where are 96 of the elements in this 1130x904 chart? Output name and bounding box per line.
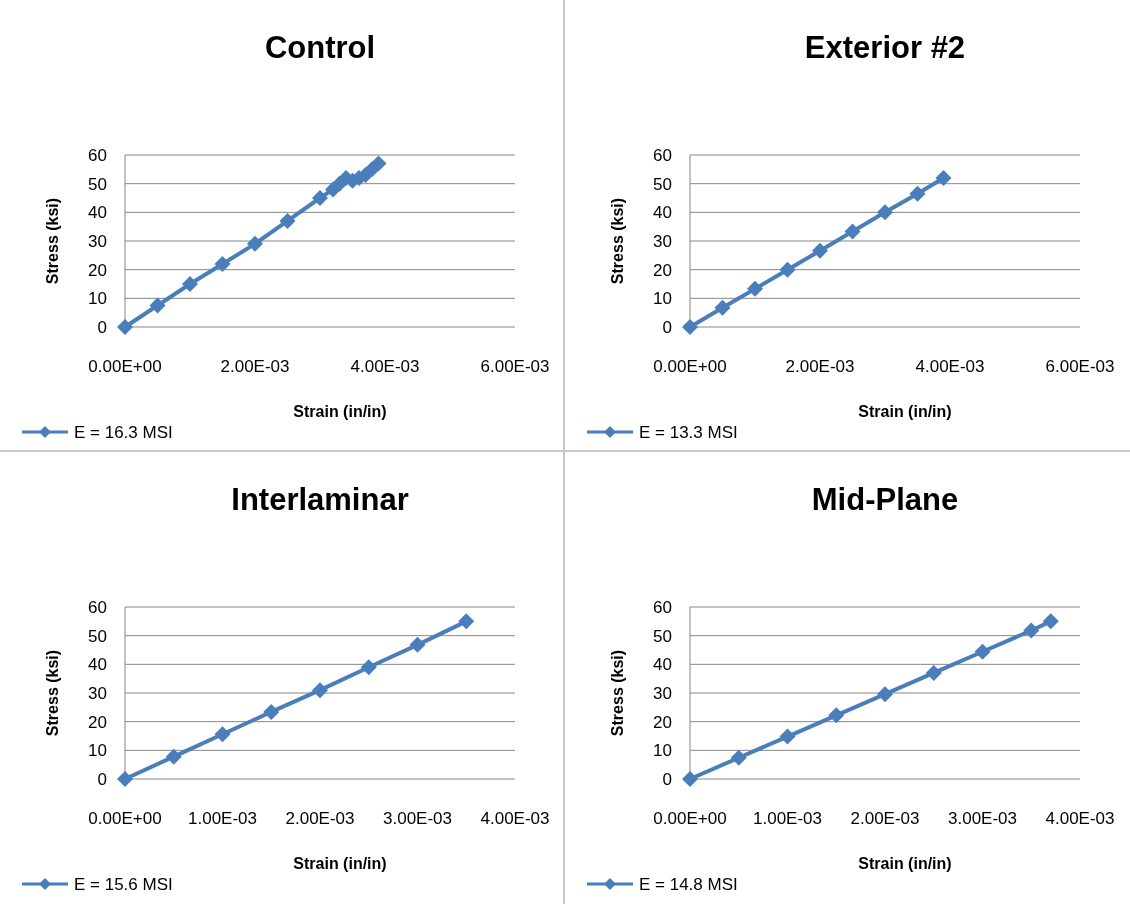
point [844,223,861,240]
legend-label: E = 13.3 MSI [639,422,738,442]
point [925,664,942,681]
point [828,707,845,724]
x-tick-label: 1.00E-03 [188,809,257,828]
y-tick-label: 60 [88,145,107,165]
x-axis-title: Strain (in/in) [858,403,952,420]
x-tick-label: 4.00E-03 [915,357,985,376]
y-tick-label: 0 [662,769,672,789]
x-tick-label: 6.00E-03 [1045,357,1115,376]
x-tick-label: 2.00E-03 [785,357,855,376]
x-axis-title: Strain (in/in) [293,403,387,420]
point [409,636,426,653]
point [779,728,796,745]
point [682,319,698,335]
point [279,212,296,229]
x-tick-label: 0.00E+00 [88,809,162,828]
point [747,280,763,297]
point [779,261,796,278]
y-tick-label: 50 [88,626,107,646]
y-tick-label: 30 [88,683,107,703]
x-tick-label: 3.00E-03 [948,809,1017,828]
x-axis-title: Strain (in/in) [293,855,387,872]
point [812,242,828,259]
legend-label: E = 15.6 MSI [74,874,173,894]
y-tick-label: 30 [88,231,107,251]
point [935,169,952,186]
y-tick-label: 10 [88,741,107,761]
chart-title: Interlaminar [231,482,409,517]
x-tick-label: 2.00E-03 [285,809,355,828]
point [360,659,377,676]
chart-title: Control [264,30,376,65]
x-axis-title: Strain (in/in) [858,855,952,872]
y-tick-label: 40 [88,203,107,223]
y-tick-label: 20 [653,260,672,280]
point [714,299,731,316]
point [182,276,198,292]
legend-label: E = 14.8 MSI [639,874,738,894]
y-tick-label: 0 [97,317,107,337]
point [312,682,328,699]
y-tick-label: 0 [97,769,107,789]
x-tick-label: 3.00E-03 [383,809,452,828]
point [1042,613,1059,630]
x-tick-label: 4.00E-03 [480,809,550,828]
x-tick-label: 0.00E+00 [653,809,727,828]
x-tick-label: 4.00E-03 [350,357,420,376]
y-tick-label: 0 [662,317,672,337]
point [682,771,698,787]
point [458,613,475,630]
y-tick-label: 50 [653,626,672,646]
y-tick-label: 10 [653,741,672,761]
point [117,771,133,787]
point [974,643,991,660]
point [312,190,328,206]
chart-title: Exterior #2 [804,30,966,65]
y-tick-label: 40 [653,203,672,223]
point [263,703,280,720]
x-tick-label: 1.00E-03 [753,809,822,828]
y-tick-label: 50 [88,174,107,194]
x-tick-label: 4.00E-03 [1045,809,1115,828]
y-tick-label: 20 [88,712,107,732]
y-tick-label: 10 [88,289,107,309]
point [117,319,133,335]
y-axis-title: Stress (ksi) [609,649,626,737]
y-tick-label: 20 [88,260,107,280]
y-tick-label: 60 [88,597,107,617]
point [1023,622,1040,639]
point [214,726,231,743]
point [877,204,893,221]
y-tick-label: 60 [653,145,672,165]
point [214,255,231,272]
y-tick-label: 40 [653,655,672,675]
y-tick-label: 10 [653,289,672,309]
chart-title: Mid-Plane [811,482,959,517]
point [149,297,166,314]
y-axis-title: Stress (ksi) [44,197,61,285]
x-tick-label: 0.00E+00 [88,357,162,376]
x-tick-label: 0.00E+00 [653,357,727,376]
point [877,686,893,703]
y-axis-title: Stress (ksi) [609,197,626,285]
point [370,155,387,172]
y-tick-label: 30 [653,231,672,251]
y-tick-label: 40 [88,655,107,675]
point [730,749,747,766]
y-tick-label: 50 [653,174,672,194]
y-axis-title: Stress (ksi) [44,649,61,737]
point [909,185,926,202]
x-tick-label: 2.00E-03 [850,809,920,828]
y-tick-label: 60 [653,597,672,617]
x-tick-label: 6.00E-03 [480,357,550,376]
legend-label: E = 16.3 MSI [74,422,173,442]
y-tick-label: 30 [653,683,672,703]
x-tick-label: 2.00E-03 [220,357,290,376]
y-tick-label: 20 [653,712,672,732]
point [247,235,263,252]
point [165,748,182,765]
